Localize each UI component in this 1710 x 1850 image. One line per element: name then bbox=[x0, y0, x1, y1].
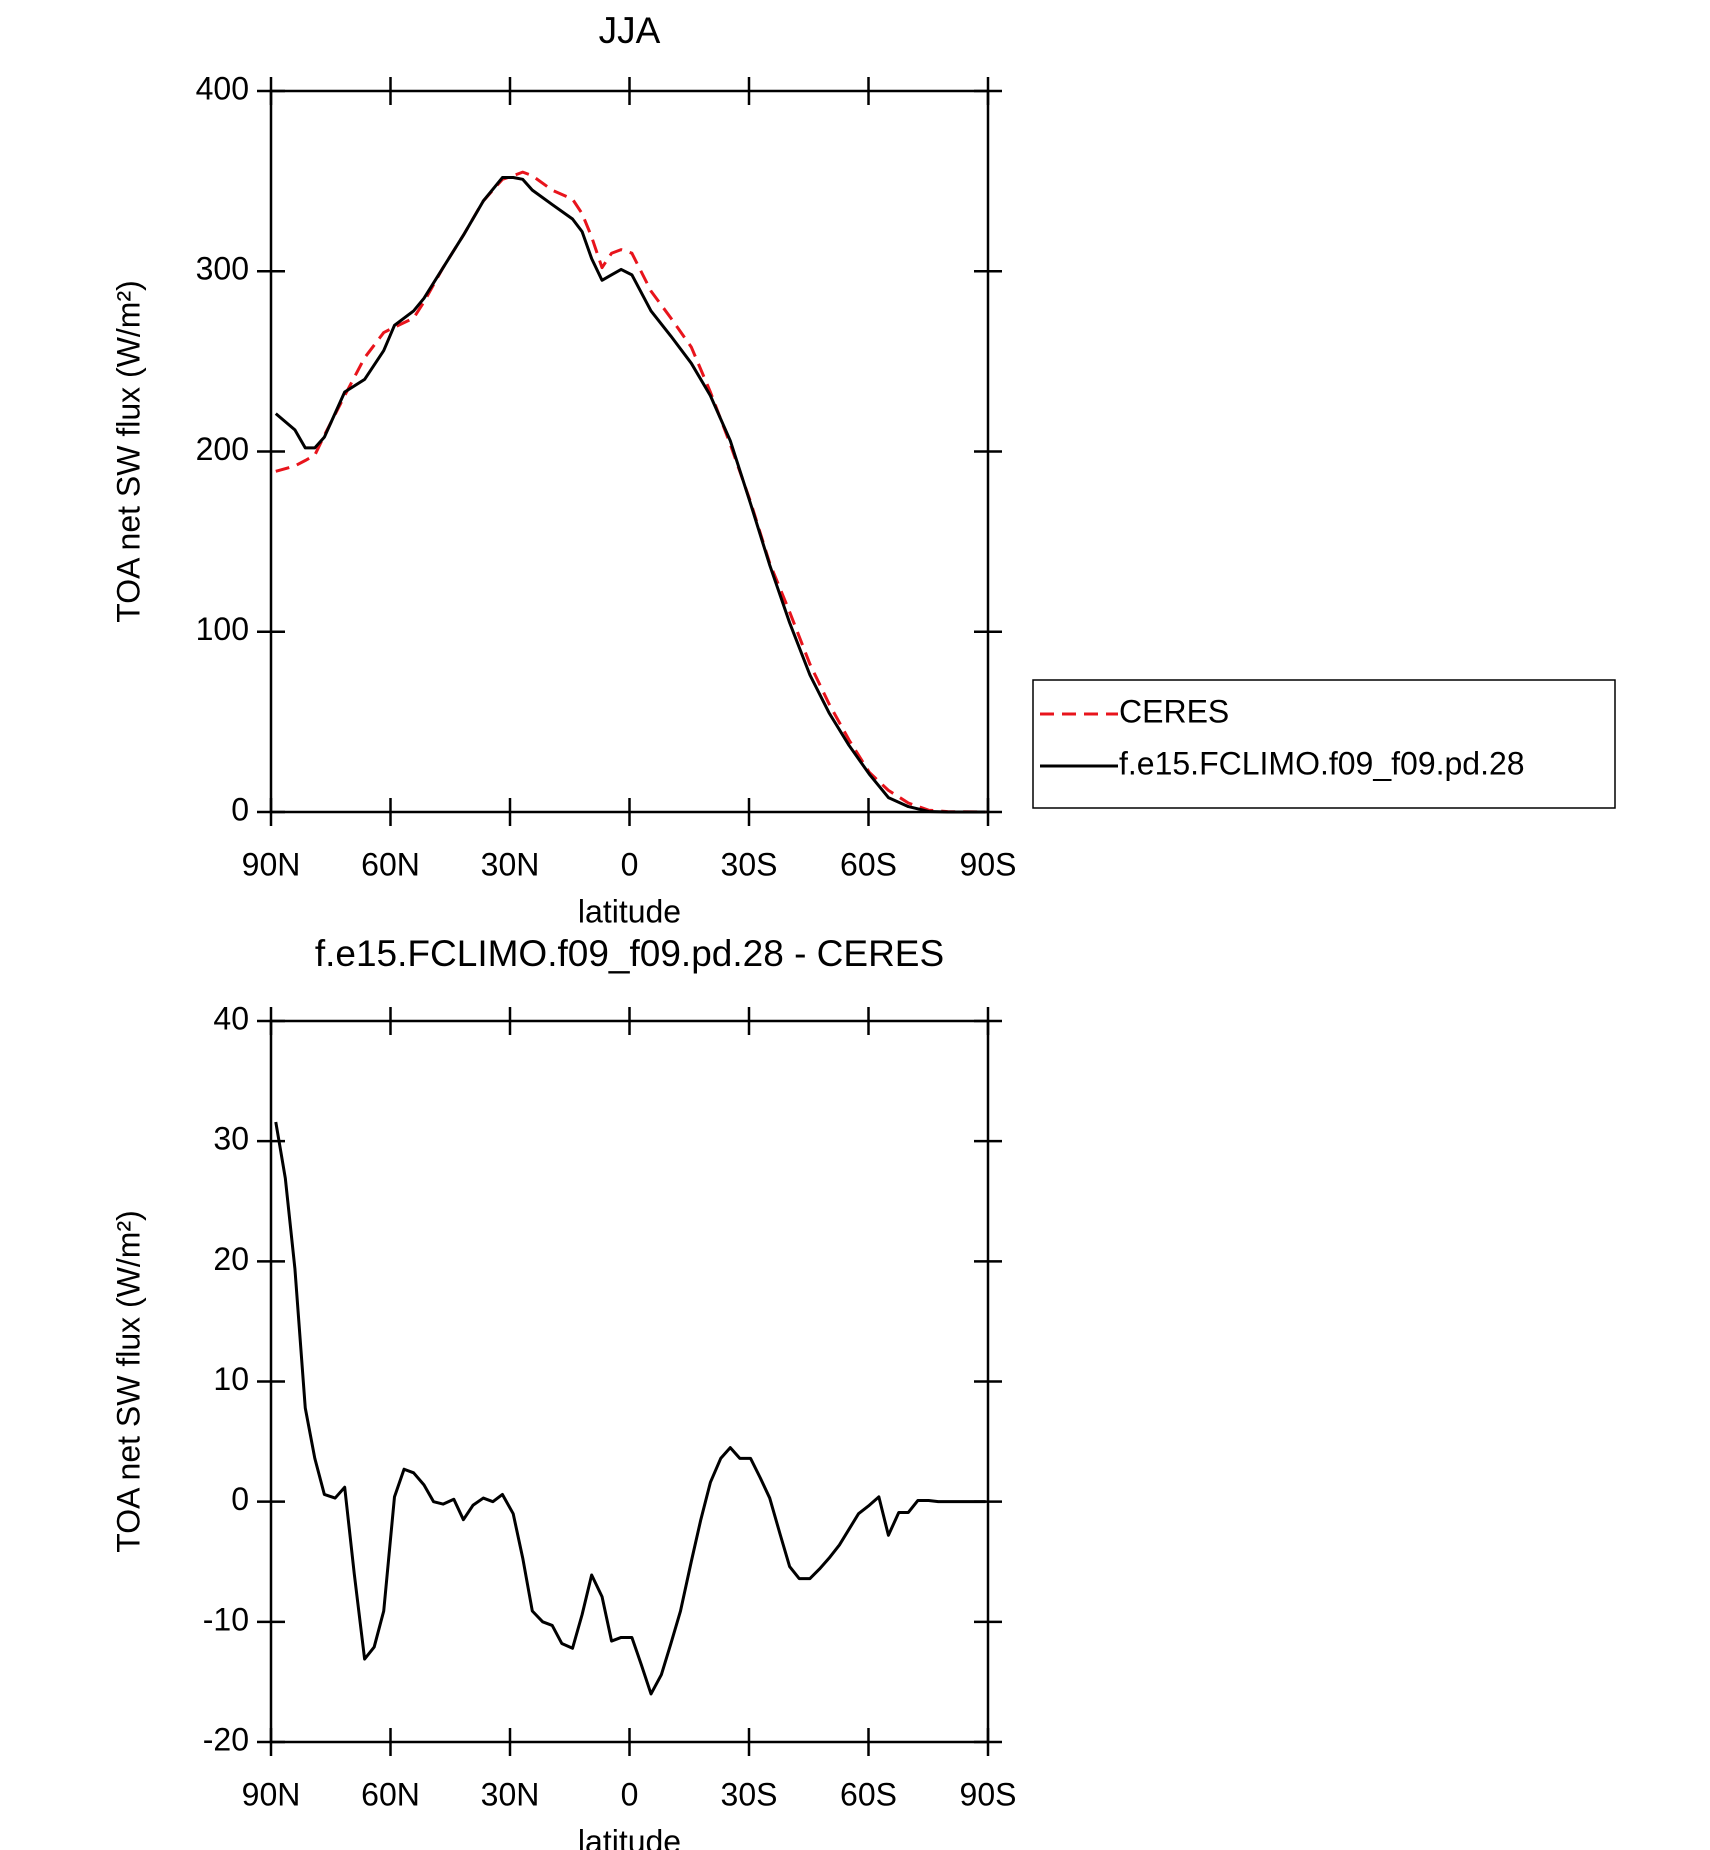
x-tick-label: 60N bbox=[361, 846, 420, 882]
y-tick-label: 30 bbox=[213, 1121, 249, 1157]
y-tick-label: 100 bbox=[196, 611, 249, 647]
y-tick-label: 300 bbox=[196, 251, 249, 287]
x-tick-label: 0 bbox=[621, 846, 639, 882]
y-tick-label: 400 bbox=[196, 70, 249, 106]
data-line bbox=[274, 176, 986, 814]
x-tick-label: 30S bbox=[721, 1776, 778, 1812]
y-axis-label: TOA net SW flux (W/m²) bbox=[110, 280, 146, 623]
y-tick-label: 0 bbox=[231, 1481, 249, 1517]
chart-title: f.e15.FCLIMO.f09_f09.pd.28 - CERES bbox=[315, 933, 944, 974]
x-tick-label: 0 bbox=[621, 1776, 639, 1812]
y-tick-label: -20 bbox=[203, 1721, 249, 1757]
y-tick-label: 0 bbox=[231, 791, 249, 827]
legend-box bbox=[1032, 679, 1616, 809]
x-tick-label: 90S bbox=[960, 1776, 1017, 1812]
x-tick-label: 90N bbox=[242, 846, 301, 882]
x-tick-label: 30S bbox=[721, 846, 778, 882]
x-tick-label: 30N bbox=[481, 1776, 540, 1812]
y-tick-label: 10 bbox=[213, 1361, 249, 1397]
data-line bbox=[275, 170, 986, 814]
x-tick-label: 90N bbox=[242, 1776, 301, 1812]
x-tick-label: 60S bbox=[840, 1776, 897, 1812]
y-tick-label: 20 bbox=[213, 1241, 249, 1277]
data-line bbox=[274, 1121, 986, 1696]
plot-frame bbox=[269, 89, 990, 814]
x-tick-label: 60S bbox=[840, 846, 897, 882]
x-tick-label: 30N bbox=[481, 846, 540, 882]
x-axis-label: latitude bbox=[578, 893, 681, 929]
legend-label: f.e15.FCLIMO.f09_f09.pd.28 bbox=[1119, 745, 1525, 781]
x-axis-label: latitude bbox=[578, 1823, 681, 1850]
legend-label: CERES bbox=[1119, 693, 1229, 729]
y-tick-label: 40 bbox=[213, 1000, 249, 1036]
chart-title: JJA bbox=[599, 10, 661, 51]
y-tick-label: -10 bbox=[203, 1601, 249, 1637]
x-tick-label: 90S bbox=[960, 846, 1017, 882]
y-tick-label: 200 bbox=[196, 431, 249, 467]
x-tick-label: 60N bbox=[361, 1776, 420, 1812]
y-axis-label: TOA net SW flux (W/m²) bbox=[110, 1210, 146, 1553]
